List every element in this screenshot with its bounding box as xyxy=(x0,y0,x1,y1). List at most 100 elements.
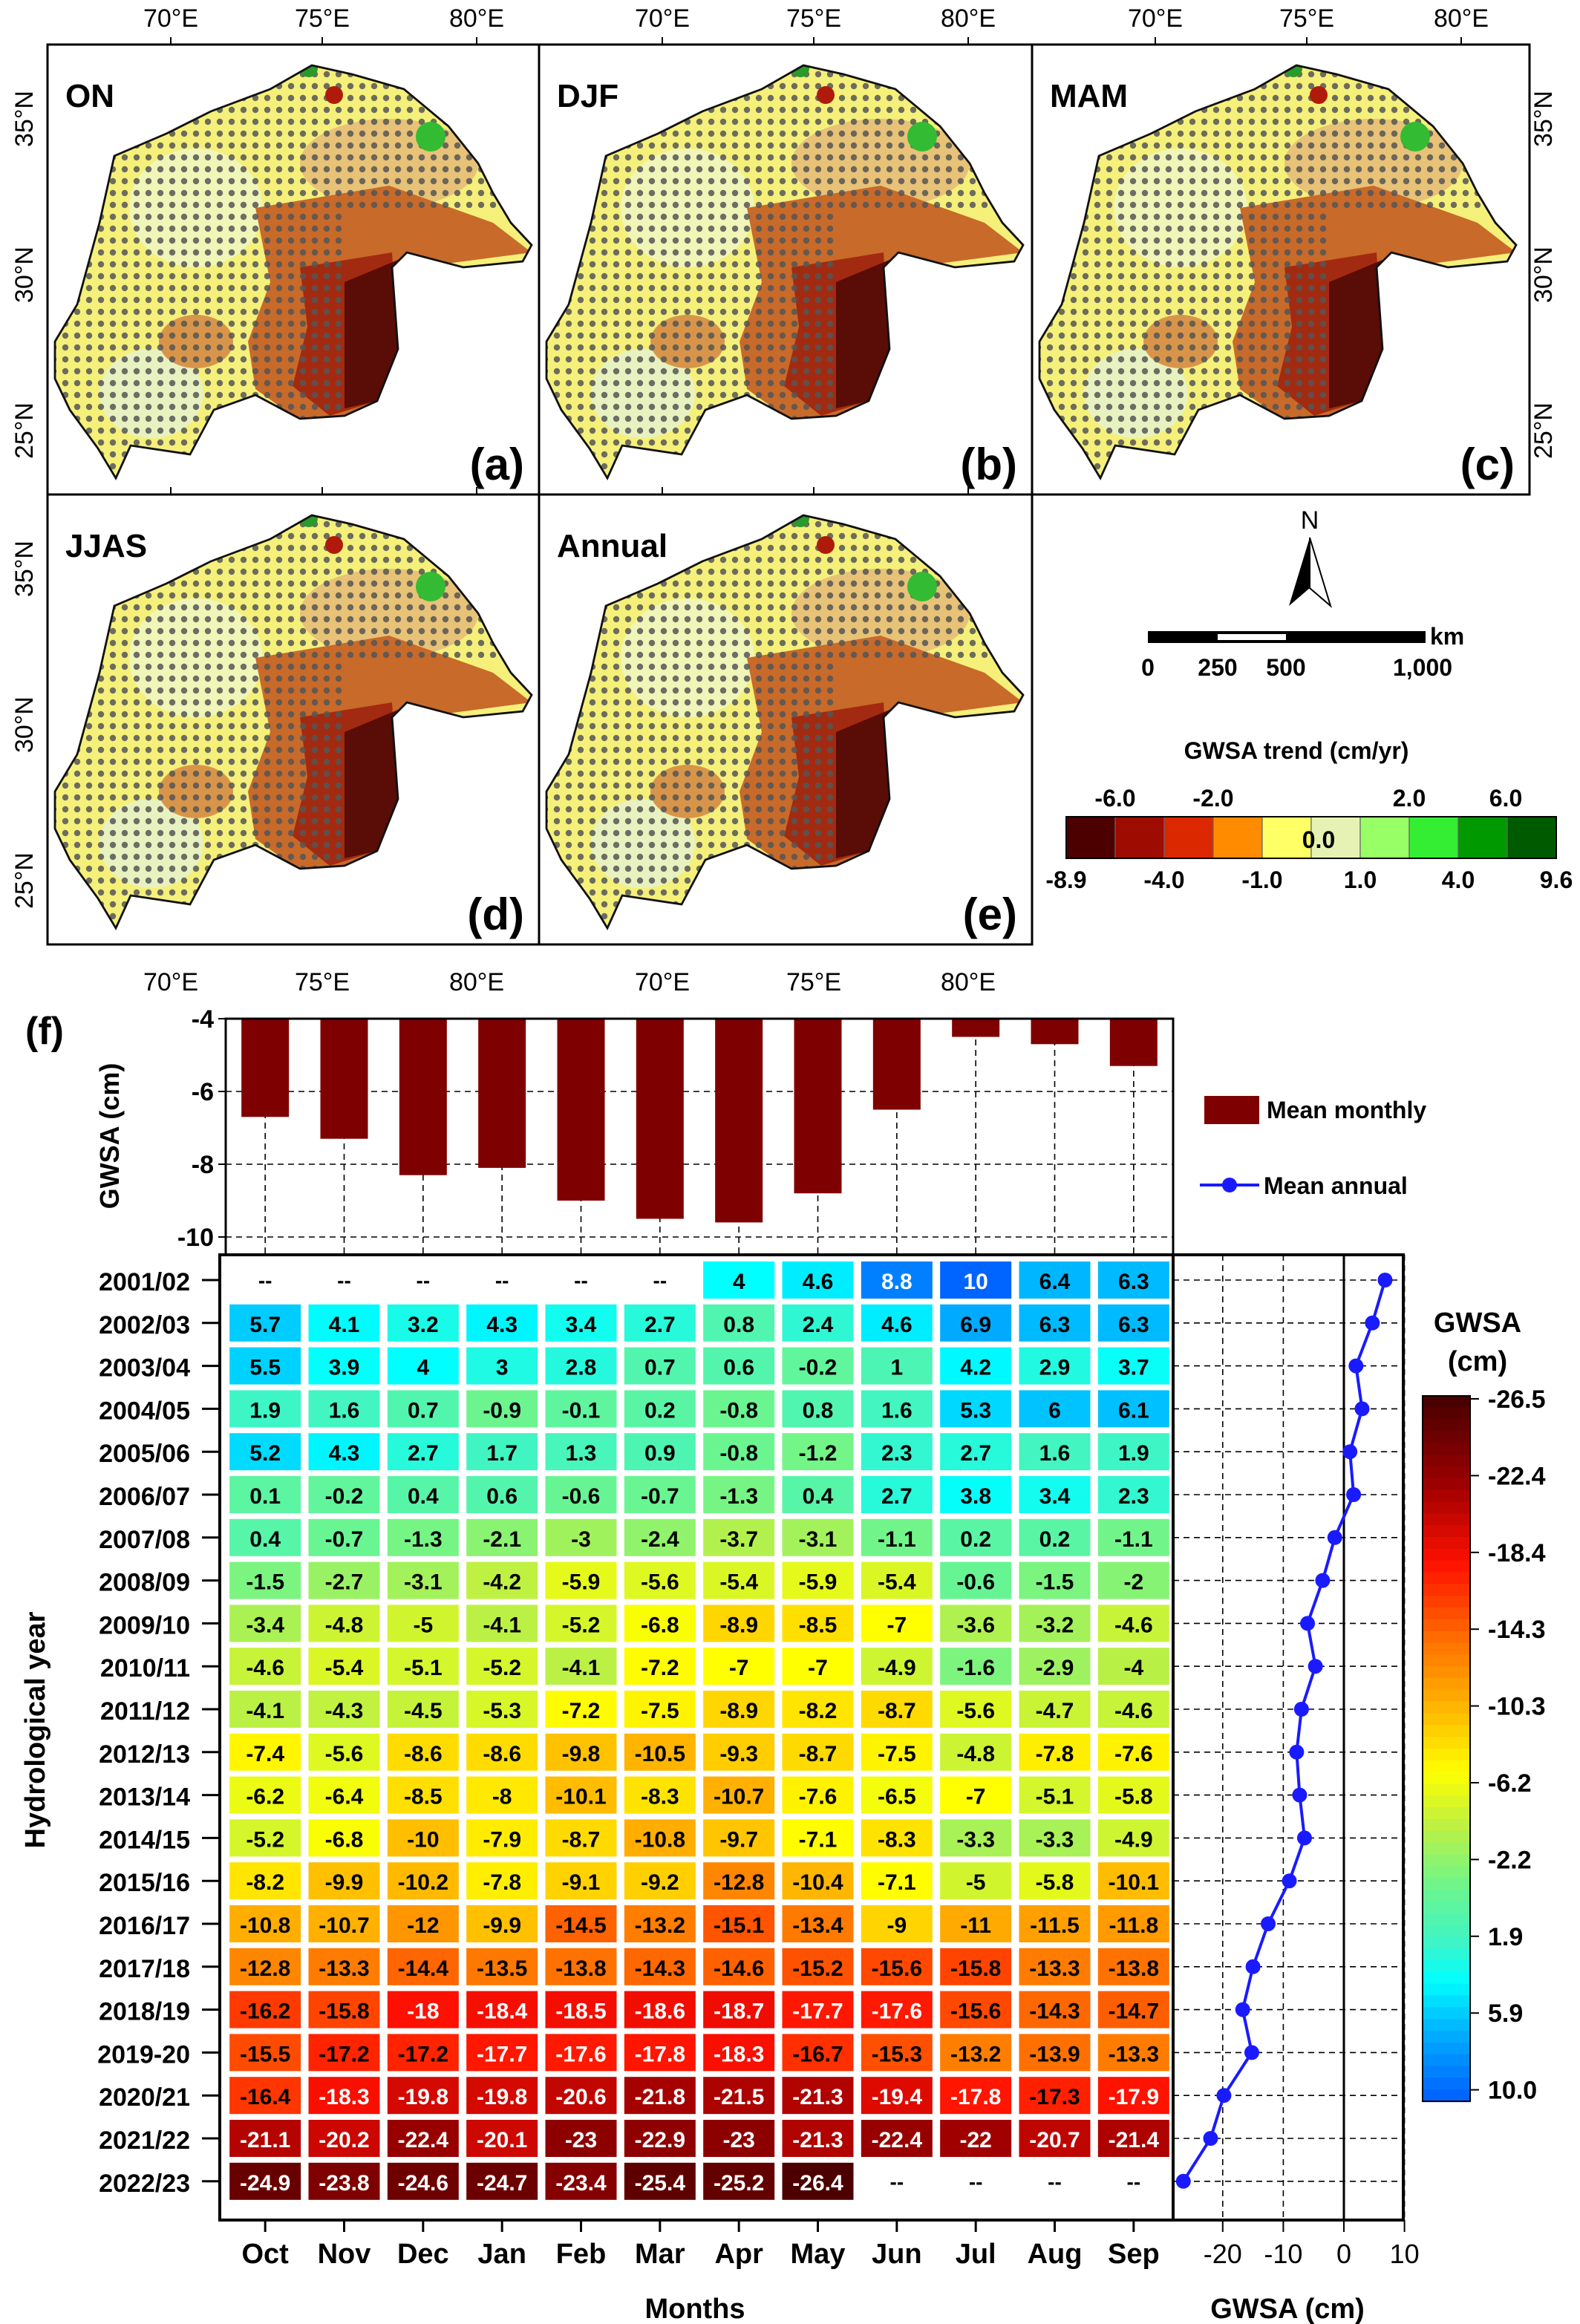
lat-tick-label: 25°N xyxy=(10,402,39,459)
heatmap-cell xyxy=(703,2162,775,2200)
cell-value: -1.3 xyxy=(719,1484,758,1509)
cell-value: -1.6 xyxy=(956,1656,995,1680)
heatmap-ylabel: Hydrological year xyxy=(20,1611,51,1848)
season-label: Annual xyxy=(557,528,667,564)
annual-point xyxy=(1282,1873,1297,1889)
heatmap-cell xyxy=(308,2120,380,2157)
cell-value: -8.9 xyxy=(719,1699,758,1723)
cell-value: -11.5 xyxy=(1030,1913,1080,1938)
heatmap-cell xyxy=(387,1991,459,2028)
cell-value: -24.7 xyxy=(477,2171,527,2196)
annual-point xyxy=(1315,1573,1331,1588)
heatmap-cell xyxy=(229,1776,301,1814)
heatmap-cell xyxy=(1019,1819,1091,1857)
cell-value: -23 xyxy=(565,2128,597,2152)
cell-value: -8.5 xyxy=(799,1613,838,1637)
row-label: 2017/18 xyxy=(99,1955,190,1983)
heatmap-cell xyxy=(466,1476,538,1513)
missing-cell: -- xyxy=(574,1269,588,1292)
heatmap-cell xyxy=(940,1390,1012,1428)
cell-value: -15.3 xyxy=(872,2042,922,2066)
heatmap-cell xyxy=(1019,1991,1091,2028)
missing-cell: -- xyxy=(1127,2170,1141,2193)
heatmap-cell xyxy=(940,1776,1012,1814)
annual-point xyxy=(1300,1616,1316,1631)
heatmap-cell xyxy=(1019,1905,1091,1942)
heatmap-cell xyxy=(782,1948,854,1985)
line-xtick-label: -10 xyxy=(1264,2239,1302,2269)
heatmap-cell xyxy=(387,1948,459,1985)
heatmap-cell xyxy=(545,1691,617,1728)
heatmap-cell xyxy=(703,1819,775,1857)
heatmap-cell xyxy=(1097,1433,1169,1471)
colorbar-segment xyxy=(1423,1525,1470,1538)
heatmap-cell xyxy=(861,1476,933,1513)
bar-dec xyxy=(399,1019,447,1175)
heatmap-cell xyxy=(703,1433,775,1471)
cell-value: -20.7 xyxy=(1029,2128,1080,2152)
annual-point xyxy=(1342,1444,1358,1460)
heatmap-cell xyxy=(782,1261,854,1299)
heatmap-cell xyxy=(703,1905,775,1942)
cell-value: 2.7 xyxy=(644,1313,676,1337)
trend-color-swatch xyxy=(1261,816,1312,859)
cell-value: 5.7 xyxy=(249,1313,281,1337)
heatmap-cell xyxy=(703,1691,775,1728)
heatmap-cell xyxy=(624,1862,696,1900)
heatmap-cell xyxy=(308,1476,380,1513)
cell-value: -23.8 xyxy=(319,2171,369,2196)
cell-value: 5.5 xyxy=(249,1356,281,1380)
cell-value: 0.4 xyxy=(408,1484,439,1509)
cell-value: 0.4 xyxy=(803,1484,834,1509)
bar-ytick-label: -8 xyxy=(192,1151,214,1179)
cell-value: -13.4 xyxy=(792,1913,843,1938)
heatmap-cell xyxy=(624,1476,696,1513)
trend-color-swatch xyxy=(1114,816,1165,859)
colorbar-segment xyxy=(1423,2019,1470,2032)
cell-value: 2.3 xyxy=(1118,1484,1149,1509)
cell-value: -5.9 xyxy=(799,1570,838,1595)
annual-point xyxy=(1175,2173,1191,2189)
cell-value: -10.8 xyxy=(635,1827,685,1852)
annual-point xyxy=(1203,2131,1218,2146)
cell-value: -17.8 xyxy=(635,2042,685,2066)
missing-cell: -- xyxy=(653,1269,667,1292)
heatmap-cell xyxy=(545,1905,617,1942)
heatmap-cell xyxy=(782,2162,854,2200)
season-label: DJF xyxy=(557,78,618,114)
heatmap-cell xyxy=(1019,1433,1091,1471)
cell-value: -9.8 xyxy=(562,1742,601,1766)
cell-value: -8.9 xyxy=(719,1613,758,1637)
row-label: 2011/12 xyxy=(100,1697,190,1726)
cell-value: 4 xyxy=(417,1356,429,1380)
cell-value: -10.1 xyxy=(555,1785,606,1809)
cell-value: -26.4 xyxy=(792,2171,843,2196)
cell-value: -10.7 xyxy=(319,1913,369,1938)
bar-jun xyxy=(872,1019,921,1110)
cell-value: -7 xyxy=(808,1656,828,1680)
row-label: 2002/03 xyxy=(99,1311,190,1339)
cell-value: -7.8 xyxy=(1036,1742,1074,1766)
colorbar-segment xyxy=(1423,1619,1470,1632)
trend-color-swatch xyxy=(1359,816,1410,859)
trend-center-label: 0.0 xyxy=(1302,826,1335,853)
cell-value: -8.2 xyxy=(799,1699,838,1723)
line-frame xyxy=(1172,1253,1405,2222)
heatmap-cell xyxy=(624,1518,696,1556)
colorbar-segment xyxy=(1423,1819,1470,1832)
legend-label-monthly: Mean monthly xyxy=(1267,1097,1426,1123)
heatmap-cell xyxy=(861,1733,933,1771)
cell-value: -3 xyxy=(571,1527,591,1552)
cell-value: -7 xyxy=(729,1656,749,1680)
trend-color-swatch xyxy=(1212,816,1263,859)
heatmap-cell xyxy=(1019,1518,1091,1556)
heatmap-cell xyxy=(308,1390,380,1428)
cell-value: -17.7 xyxy=(477,2042,527,2066)
cell-value: -3.3 xyxy=(956,1827,995,1852)
cell-value: 1.6 xyxy=(881,1398,913,1423)
cell-value: -14.5 xyxy=(555,1913,606,1938)
heatmap-cell xyxy=(229,1390,301,1428)
missing-cell: -- xyxy=(417,1269,431,1292)
cell-value: -8.7 xyxy=(562,1827,601,1852)
map-panel-annual: Annual (e) 70°E 75°E 80°E xyxy=(538,487,1037,996)
